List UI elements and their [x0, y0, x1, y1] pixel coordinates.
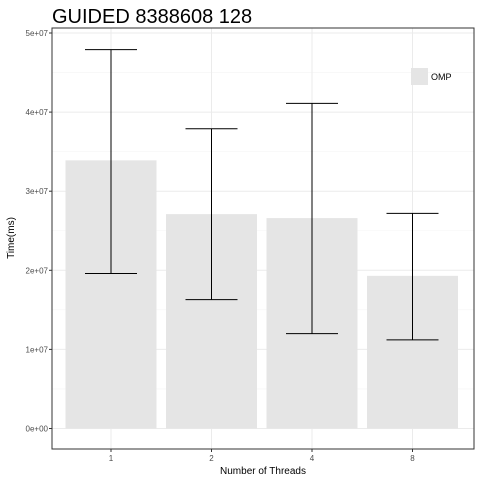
- error-bar-threads-2: [185, 128, 238, 301]
- error-bars: [85, 49, 439, 341]
- y-tick-label: 0e+00: [26, 425, 49, 434]
- x-tick-label: 1: [109, 454, 114, 463]
- legend-label-omp: OMP: [431, 72, 452, 82]
- y-axis: 0e+00 1e+07 2e+07 3e+07 4e+07 5e+07: [26, 29, 52, 434]
- error-bar-threads-8: [386, 212, 439, 341]
- chart-title: GUIDED 8388608 128: [52, 6, 252, 28]
- error-bar-threads-4: [286, 102, 338, 335]
- x-axis-label: Number of Threads: [220, 466, 306, 477]
- x-axis: 1 2 4 8: [109, 449, 415, 463]
- panel-border: [51, 27, 475, 450]
- legend: OMP: [411, 68, 452, 85]
- x-tick-label: 8: [410, 454, 415, 463]
- y-tick-label: 5e+07: [26, 29, 49, 38]
- x-tick-label: 2: [209, 454, 214, 463]
- y-tick-label: 1e+07: [26, 345, 49, 354]
- y-tick-label: 4e+07: [26, 108, 49, 117]
- bars: [65, 160, 458, 429]
- y-tick-label: 2e+07: [26, 266, 49, 275]
- x-tick-label: 4: [310, 454, 315, 463]
- y-axis-label: Time(ms): [6, 217, 17, 259]
- y-tick-label: 3e+07: [26, 187, 49, 196]
- legend-key-omp: [411, 68, 428, 85]
- error-bar-threads-1: [85, 49, 137, 274]
